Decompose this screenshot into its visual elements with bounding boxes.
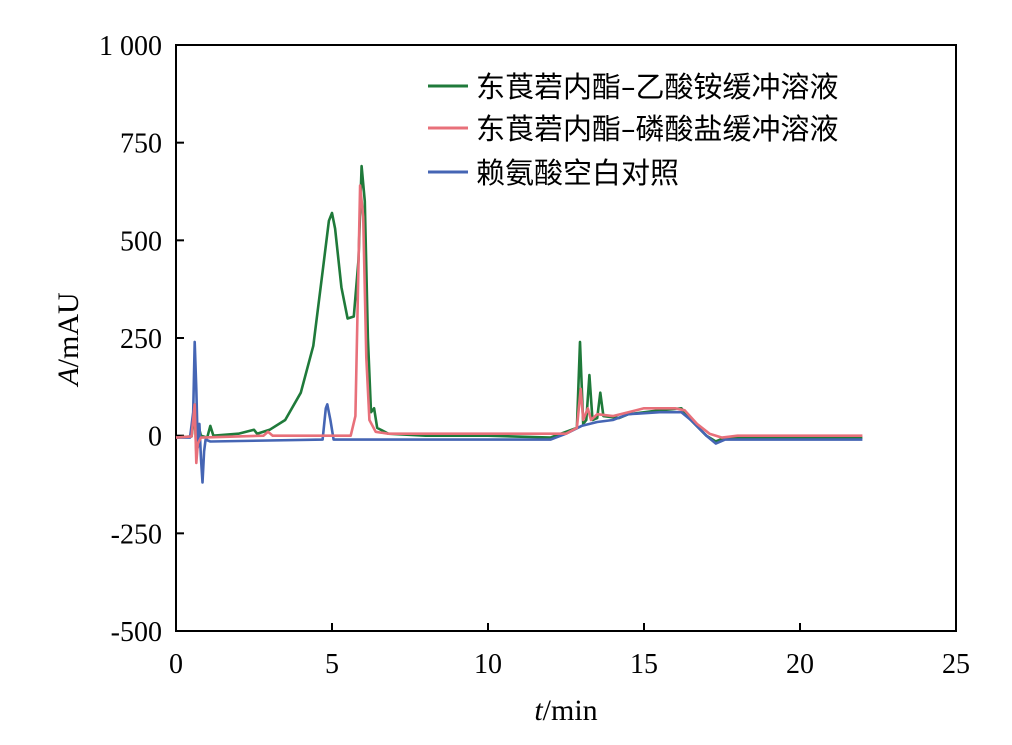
y-tick-label: 0	[148, 422, 162, 453]
x-tick-label: 15	[630, 649, 658, 680]
x-axis: 0 5 10 15 20 25	[169, 623, 970, 680]
x-tick-label: 10	[474, 649, 502, 680]
y-tick-label: 750	[120, 129, 162, 160]
y-tick-label: 500	[120, 226, 162, 257]
legend-label-lysine-blank: 赖氨酸空白对照	[476, 156, 679, 190]
y-axis-unit: /mAU	[52, 292, 85, 367]
legend-label-ammonium-acetate: 东莨菪内酯–乙酸铵缓冲溶液	[476, 70, 839, 104]
y-tick-label: -250	[111, 519, 162, 550]
y-axis-var: A	[52, 367, 85, 388]
x-axis-title: t/min	[534, 694, 597, 727]
y-tick-label: 1 000	[99, 31, 162, 62]
x-axis-unit: /min	[543, 694, 598, 727]
y-tick-label: -500	[111, 617, 162, 648]
legend: 东莨菪内酯–乙酸铵缓冲溶液 东莨菪内酯–磷酸盐缓冲溶液 赖氨酸空白对照	[428, 70, 839, 190]
legend-label-phosphate: 东莨菪内酯–磷酸盐缓冲溶液	[476, 112, 839, 146]
x-tick-label: 5	[325, 649, 339, 680]
x-tick-label: 20	[786, 649, 814, 680]
x-tick-label: 0	[169, 649, 183, 680]
x-tick-label: 25	[942, 649, 970, 680]
series-line-lysine-blank	[176, 340, 863, 484]
series-line-phosphate	[175, 184, 863, 465]
x-axis-var: t	[534, 694, 543, 727]
y-axis-title: A/mAU	[52, 292, 85, 388]
y-tick-label: 250	[120, 324, 162, 355]
y-axis: -500 -250 0 250 500 750 1 000	[99, 31, 184, 648]
series-line-ammonium-acetate	[175, 164, 863, 453]
series-lines	[175, 164, 863, 484]
